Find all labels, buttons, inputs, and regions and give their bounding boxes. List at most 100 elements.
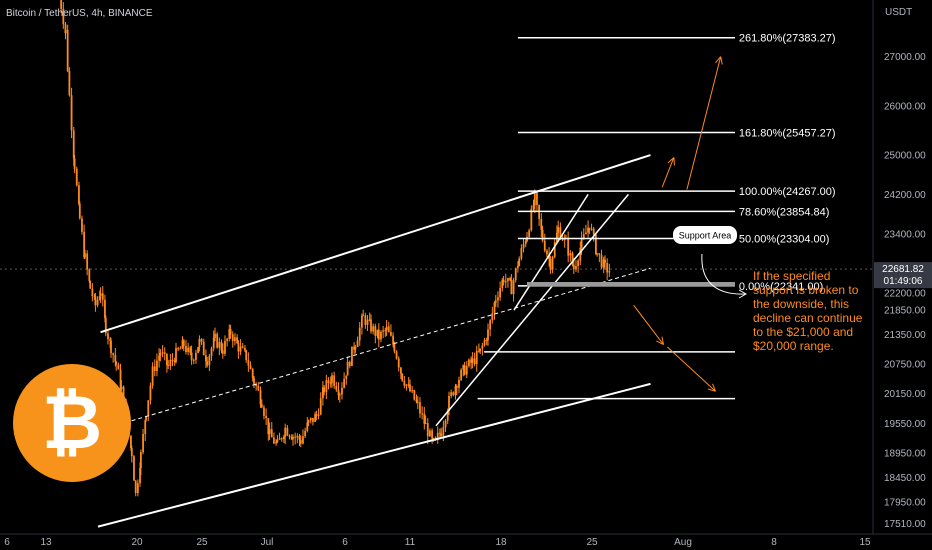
price-channel[interactable]: [97, 154, 651, 528]
candle-body: [267, 418, 270, 435]
candle-body: [353, 346, 355, 350]
candle-body: [210, 348, 213, 356]
candle-body: [468, 359, 470, 367]
candle-body: [530, 208, 533, 231]
time-tick-label: 8: [771, 537, 777, 548]
candle-body: [608, 271, 611, 273]
candle-body: [98, 296, 101, 300]
candle-body: [377, 329, 380, 340]
candle-body: [112, 353, 115, 355]
candle-body: [249, 365, 252, 370]
candle-body: [298, 436, 301, 441]
fib-level-label: 0.00%(22341.00): [739, 281, 823, 293]
candle-body: [465, 366, 468, 375]
candle-body: [260, 404, 263, 408]
support-area-bubble: [673, 226, 737, 244]
time-tick-label: Aug: [674, 537, 692, 548]
candle-body: [245, 350, 248, 361]
candle-body: [403, 380, 406, 386]
candle-body: [442, 427, 445, 436]
candle-body: [543, 240, 546, 251]
annotation-line: to the $21,000 and: [753, 325, 853, 339]
candle-body: [177, 348, 180, 350]
candle-body: [504, 281, 507, 283]
candle-body: [89, 281, 92, 289]
candle-body: [214, 333, 216, 338]
candle-body: [596, 253, 599, 255]
candle-body: [294, 436, 297, 438]
candle-body: [144, 420, 147, 435]
trend-line: [435, 193, 629, 427]
price-tick-label: 22200.00: [884, 288, 926, 299]
price-axis[interactable]: USDT 27000.00 26000.00 25000.00 24200.00 234…: [872, 0, 926, 534]
candle-body: [582, 234, 585, 239]
candle-body: [244, 347, 246, 351]
fibonacci-extension[interactable]: 261.80%(27383.27) 161.80%(25457.27) 100.00…: [477, 33, 836, 400]
candle-body: [270, 429, 273, 438]
annotation-line: the downside, this: [753, 297, 849, 311]
candle-body: [514, 268, 517, 281]
candle-body: [286, 427, 289, 436]
candle-body: [556, 232, 558, 243]
candle-body: [195, 352, 197, 360]
candle-body: [224, 340, 226, 354]
candle-body: [337, 389, 340, 396]
price-tick-label: 27000.00: [884, 52, 926, 63]
candle-body: [142, 434, 144, 453]
candle-body: [393, 344, 396, 352]
candle-body: [362, 315, 365, 317]
candle-body: [541, 229, 544, 241]
candle-body: [179, 348, 182, 350]
candle-body: [489, 320, 492, 330]
candle-body: [361, 315, 363, 328]
price-tick-label: 20150.00: [884, 389, 926, 400]
candle-body: [356, 340, 359, 347]
candle-body: [107, 333, 109, 340]
channel-midline: [97, 267, 651, 432]
candle-body: [463, 365, 466, 375]
support-area-connector: [701, 253, 746, 295]
candle-body: [380, 331, 382, 340]
candle-body: [390, 332, 392, 336]
candle-body: [208, 355, 211, 366]
candle-body: [470, 359, 472, 363]
candle-body: [327, 380, 330, 384]
candle-body: [602, 259, 605, 268]
candle-body: [460, 369, 463, 380]
arrow-head: [656, 340, 664, 345]
candle-body: [499, 288, 502, 298]
candle-body: [101, 293, 104, 300]
candle-body: [189, 347, 192, 353]
time-tick-label: Jul: [261, 537, 274, 548]
candle-body: [115, 361, 118, 365]
candle-body: [518, 258, 521, 266]
candle-body: [343, 378, 346, 388]
candle-body: [110, 340, 112, 354]
candle-body: [68, 70, 71, 96]
candle-body: [493, 302, 496, 314]
candle-body: [452, 392, 455, 395]
price-tick-label: 17950.00: [884, 498, 926, 509]
candle-body: [517, 265, 519, 269]
projection-arrows[interactable]: [633, 56, 723, 392]
candle-body: [444, 420, 447, 428]
candle-body: [296, 436, 299, 438]
candle-body: [302, 436, 304, 444]
candle-body: [120, 386, 123, 390]
arrow-head: [673, 157, 675, 166]
candle-body: [314, 414, 316, 422]
support-area-callout[interactable]: Support Area: [673, 226, 748, 299]
candle-body: [312, 417, 314, 422]
candle-body: [346, 361, 349, 376]
candle-body: [370, 319, 372, 332]
time-axis[interactable]: 6 13 20 25 Jul 6 11 18 25 Aug 8 15: [0, 533, 932, 548]
candle-body: [595, 234, 597, 255]
candle-body: [253, 377, 255, 384]
candle-body: [119, 369, 122, 390]
candle-body: [323, 387, 326, 393]
candle-body: [307, 420, 310, 423]
projection-arrow: [667, 346, 716, 392]
candle-body: [91, 288, 94, 297]
